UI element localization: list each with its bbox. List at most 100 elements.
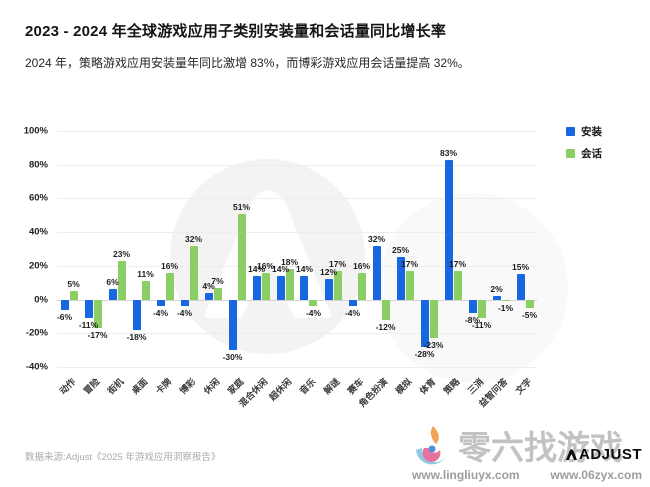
value-label: -1%: [497, 303, 514, 314]
bar-会话-桌面: [141, 281, 150, 300]
value-label: -4%: [152, 308, 169, 319]
value-label: 83%: [439, 147, 458, 158]
bar-会话-模拟: [405, 270, 414, 300]
bar-安装-超休闲: [276, 275, 285, 300]
bar-会话-解谜: [333, 270, 342, 300]
value-label: 7%: [211, 275, 224, 286]
value-label: 16%: [352, 260, 371, 271]
value-label: 18%: [280, 257, 299, 268]
brand-cn-text: 零六找游戏: [458, 429, 623, 466]
page-title: 2023 - 2024 年全球游戏应用子类别安装量和会话量同比增长率: [25, 23, 447, 40]
bar-会话-超休闲: [285, 269, 294, 300]
bar-会话-益智问答: [501, 299, 510, 302]
install-swatch: [566, 127, 575, 136]
value-label: -11%: [78, 320, 99, 331]
bar-安装-卡牌: [156, 299, 165, 307]
bar-会话-体育: [429, 299, 438, 339]
zero-gridline: [57, 299, 537, 301]
bar-会话-家庭: [237, 213, 246, 300]
gridline: [57, 367, 537, 368]
plot-area: -6% 5% -11% -17% 6% 23% -18% 11% -4% 16% -4% 32% 4% 7…: [56, 131, 538, 368]
value-label: 12%: [319, 267, 338, 278]
gridline: [57, 164, 537, 166]
bar-会话-三消: [477, 299, 486, 319]
x-axis-label-体育: 体育: [417, 376, 438, 397]
bar-会话-策略: [453, 270, 462, 300]
bar-安装-策略: [444, 159, 453, 300]
bar-安装-体育: [420, 299, 429, 347]
value-label: 5%: [67, 279, 80, 290]
value-label: 14%: [247, 263, 266, 274]
y-axis-tick: 100%: [23, 125, 48, 137]
value-label: -5%: [521, 310, 538, 320]
bar-安装-解谜: [324, 279, 333, 300]
legend-label-session: 会话: [581, 148, 602, 160]
value-label: -6%: [56, 311, 73, 322]
x-axis-label-模拟: 模拟: [393, 376, 414, 397]
gridline: [57, 232, 537, 234]
y-axis-tick: 80%: [28, 159, 48, 171]
x-axis-label-超休闲: 超休闲: [267, 376, 294, 403]
x-axis-label-休闲: 休闲: [201, 376, 222, 397]
gridline: [57, 131, 537, 132]
chart-legend: 安装 会话: [566, 124, 602, 168]
y-axis-tick: 60%: [28, 192, 48, 204]
value-label: -11%: [471, 320, 492, 331]
x-axis-label-卡牌: 卡牌: [153, 376, 174, 397]
url-06zyx: www.06zyx.com: [550, 468, 642, 482]
bar-安装-混合休闲: [252, 275, 261, 300]
bar-会话-动作: [69, 291, 78, 300]
legend-item-install: 安装: [566, 124, 602, 139]
bar-会话-角色扮演: [381, 299, 390, 320]
value-label: -30%: [222, 352, 243, 363]
bar-会话-街机: [117, 260, 126, 300]
y-axis-tick: -40%: [25, 361, 48, 373]
value-label: 2%: [490, 284, 503, 295]
bar-安装-音乐: [300, 275, 309, 300]
bar-安装-街机: [108, 289, 117, 300]
y-axis: 100% 80% 60% 40% 20% 0% -20% -40%: [0, 126, 57, 373]
legend-item-session: 会话: [566, 146, 602, 161]
value-label: 51%: [232, 201, 251, 212]
value-label: -4%: [305, 308, 322, 319]
value-label: 15%: [511, 262, 530, 273]
value-label: -4%: [344, 308, 361, 319]
gridline: [57, 333, 537, 335]
value-label: -28%: [414, 348, 435, 359]
value-label: 32%: [367, 233, 386, 244]
plot-row: 100% 80% 60% 40% 20% 0% -20% -40% -6% 5% -11% -17%…: [0, 126, 650, 373]
value-label: 4%: [202, 280, 215, 291]
value-label: 17%: [448, 258, 467, 269]
bar-会话-冒险: [93, 299, 102, 329]
value-label: 32%: [184, 233, 203, 244]
bar-会话-混合休闲: [261, 272, 270, 300]
value-label: -4%: [176, 308, 193, 319]
adjust-logo-text: ADJUST: [578, 446, 642, 463]
source-note: 数据来源:Adjust《2025 年游戏应用洞察报告》: [25, 452, 221, 463]
bar-会话-卡牌: [165, 272, 174, 300]
value-label: 14%: [295, 263, 313, 274]
x-axis-label-动作: 动作: [57, 376, 78, 397]
bar-安装-休闲: [204, 292, 213, 300]
x-axis-label-桌面: 桌面: [129, 376, 150, 397]
legend-label-install: 安装: [581, 126, 602, 138]
header: 2023 - 2024 年全球游戏应用子类别安装量和会话量同比增长率 2024 …: [25, 20, 630, 71]
bar-安装-博彩: [180, 299, 189, 307]
bar-会话-休闲: [213, 287, 222, 300]
value-label: 6%: [106, 277, 119, 288]
bar-安装-冒险: [84, 299, 93, 319]
brand-urls: www.lingliuyx.com www.06zyx.com: [412, 468, 642, 482]
value-label: -8%: [464, 315, 481, 326]
bar-chart: 安装 会话 100% 80% 60% 40% 20% 0% -20% -40% -6% 5% -1…: [0, 126, 650, 421]
x-axis: 动作 冒险 街机 桌面 卡牌 博彩 休闲 家庭 混合休闲 超休闲 音乐 解谜 赛车 角色扮演 模拟 体育 策略三…: [57, 367, 537, 421]
brand-watermark: 零六找游戏 ADJUST www.lingliuyx.com www.06zyx…: [410, 421, 644, 485]
bar-安装-家庭: [228, 299, 237, 351]
bar-会话-赛车: [357, 272, 366, 300]
gridline: [57, 198, 537, 200]
y-axis-tick: -20%: [25, 327, 48, 339]
x-axis-label-音乐: 音乐: [297, 376, 318, 397]
bar-安装-模拟: [396, 257, 405, 300]
bar-安装-赛车: [348, 299, 357, 307]
lingliu-swirl-logo-icon: [416, 426, 446, 465]
